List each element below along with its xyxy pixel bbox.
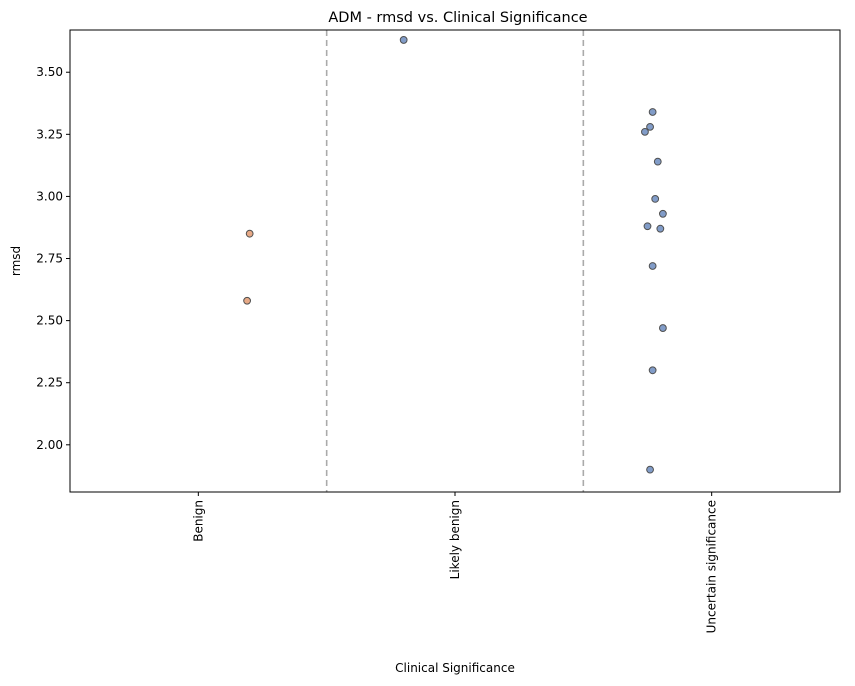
x-tick-label: Likely benign: [448, 500, 462, 579]
category-separators: [325, 30, 585, 492]
data-point: [651, 195, 660, 203]
data-point: [646, 465, 654, 474]
y-tick-label: 3.25: [36, 127, 63, 141]
y-axis: 2.00 2.25 2.50 2.75 3.00 3.25 3.50: [36, 65, 70, 452]
data-point: [646, 122, 654, 131]
data-point: [245, 229, 254, 238]
y-tick-label: 2.00: [36, 438, 63, 452]
data-point: [648, 366, 657, 375]
y-axis-label: rmsd: [9, 246, 23, 276]
y-tick-label: 3.50: [36, 65, 63, 79]
y-tick-label: 2.25: [36, 376, 63, 390]
y-tick-label: 2.50: [36, 314, 63, 328]
data-point: [659, 209, 667, 218]
data-point: [643, 222, 652, 231]
data-point: [653, 157, 662, 166]
y-tick-label: 3.00: [36, 189, 63, 203]
x-tick-label: Benign: [191, 500, 205, 542]
data-point: [648, 262, 657, 270]
x-axis: Benign Likely benign Uncertain significanc…: [191, 492, 719, 633]
data-point: [656, 224, 665, 233]
x-tick-label: Uncertain significance: [705, 500, 719, 633]
data-point: [399, 36, 408, 44]
data-point: [659, 324, 667, 332]
data-point: [648, 108, 657, 116]
data-points: [243, 36, 667, 474]
y-tick-label: 2.75: [36, 252, 63, 266]
plot-frame: [69, 29, 841, 493]
data-point: [641, 127, 649, 136]
data-point: [243, 296, 252, 305]
chart-title: ADM - rmsd vs. Clinical Significance: [328, 10, 587, 26]
x-axis-label: Clinical Significance: [395, 661, 515, 675]
